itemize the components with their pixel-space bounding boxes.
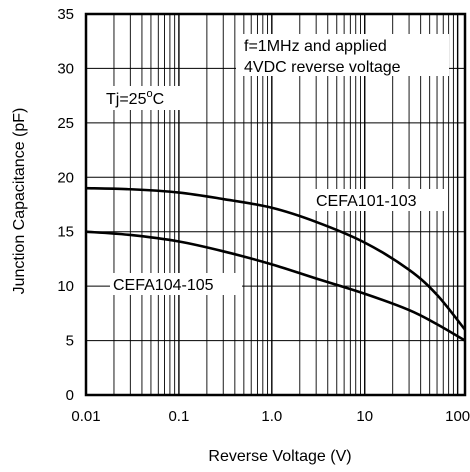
- y-tick-label: 35: [57, 6, 74, 23]
- y-tick-label: 10: [57, 278, 74, 295]
- y-axis-title: Junction Capacitance (pF): [11, 108, 28, 295]
- temperature-note-background: [103, 86, 183, 110]
- temperature-note: Tj=25oC: [103, 86, 183, 110]
- plot-frame: [84, 12, 467, 397]
- y-tick-label: 5: [66, 333, 74, 350]
- series-label-background: [110, 273, 242, 295]
- y-tick-label: 25: [57, 115, 74, 132]
- tick-labels: 0.01 0.1 1.0 10 100 0 5 10 15 20 25 30 35: [57, 6, 470, 425]
- condition-line-1: f=1MHz and applied: [244, 38, 387, 55]
- series-line-cefa104-105: [85, 230, 466, 342]
- y-tick-label: 20: [57, 169, 74, 186]
- series-label-text: CEFA104-105: [113, 277, 214, 294]
- condition-note: f=1MHz and applied 4VDC reverse voltage: [236, 34, 449, 76]
- series-label-text: CEFA101-103: [316, 193, 417, 210]
- x-tick-label: 0.1: [168, 408, 189, 425]
- temperature-unit: C: [153, 91, 165, 108]
- temperature-label: Tj=25oC: [106, 88, 164, 108]
- series-layer: [85, 186, 467, 342]
- x-tick-label: 10: [356, 408, 373, 425]
- x-tick-label: 100: [445, 408, 470, 425]
- condition-line-2: 4VDC reverse voltage: [244, 59, 401, 76]
- x-tick-label: 1.0: [261, 408, 282, 425]
- temperature-prefix: Tj=25: [106, 91, 147, 108]
- y-tick-label: 30: [57, 60, 74, 77]
- y-tick-label: 15: [57, 224, 74, 241]
- condition-note-background: [236, 34, 449, 76]
- series-line-cefa101-103: [85, 186, 467, 331]
- temperature-degree: o: [146, 88, 152, 100]
- y-tick-label: 0: [66, 387, 74, 404]
- series-label-cefa101-103: CEFA101-103: [312, 189, 444, 211]
- series-label-background: [312, 189, 444, 211]
- series-label-cefa104-105: CEFA104-105: [110, 273, 242, 295]
- x-axis-title: Reverse Voltage (V): [208, 448, 351, 465]
- x-tick-label: 0.01: [71, 408, 100, 425]
